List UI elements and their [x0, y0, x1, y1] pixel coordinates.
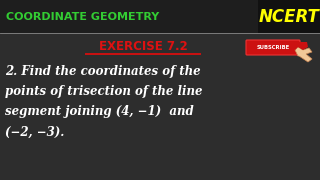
Text: EXERCISE 7.2: EXERCISE 7.2 — [99, 40, 188, 53]
Text: SUBSCRIBE: SUBSCRIBE — [256, 45, 290, 50]
FancyBboxPatch shape — [258, 0, 320, 33]
Text: COORDINATE GEOMETRY: COORDINATE GEOMETRY — [6, 12, 159, 21]
Text: segment joining (4, −1)  and: segment joining (4, −1) and — [5, 105, 194, 118]
Text: NCERT: NCERT — [259, 8, 319, 26]
Text: 2. Find the coordinates of the: 2. Find the coordinates of the — [5, 66, 201, 78]
FancyBboxPatch shape — [0, 0, 320, 33]
Polygon shape — [295, 47, 312, 62]
FancyBboxPatch shape — [246, 40, 300, 55]
Polygon shape — [295, 42, 308, 50]
Text: points of trisection of the line: points of trisection of the line — [5, 86, 203, 98]
FancyBboxPatch shape — [0, 33, 320, 180]
Text: (−2, −3).: (−2, −3). — [5, 125, 64, 138]
